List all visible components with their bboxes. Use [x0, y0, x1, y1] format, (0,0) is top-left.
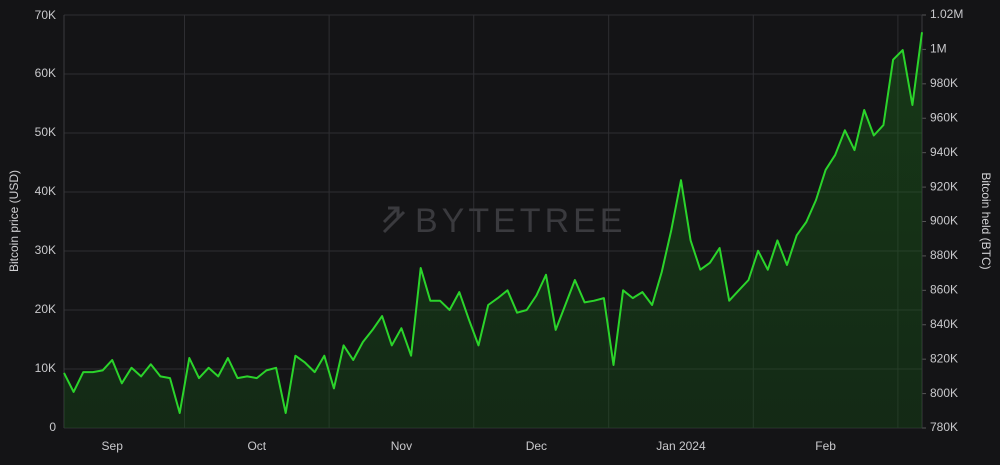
y-tick-label: 50K — [35, 125, 56, 139]
y-tick-label: 30K — [35, 243, 56, 257]
area — [64, 32, 922, 428]
y-tick-label: 70K — [35, 8, 56, 22]
y2-tick-label: 900K — [930, 214, 958, 228]
y-tick-label: 0 — [49, 420, 56, 434]
y2-tick-label: 1.02M — [930, 7, 963, 21]
y2-tick-label: 940K — [930, 145, 958, 159]
x-tick-label: Feb — [815, 439, 836, 453]
y-axis-title: Bitcoin price (USD) — [7, 170, 21, 272]
y2-tick-label: 800K — [930, 386, 958, 400]
y-tick-label: 60K — [35, 66, 56, 80]
y2-tick-label: 840K — [930, 317, 958, 331]
y2-tick-label: 860K — [930, 283, 958, 297]
y2-tick-label: 1M — [930, 42, 947, 56]
watermark-group: BYTETREE — [382, 202, 626, 240]
x-tick-label: Sep — [102, 439, 124, 453]
y-tick-label: 40K — [35, 184, 56, 198]
y-tick-label: 10K — [35, 361, 56, 375]
watermark-icon — [382, 206, 406, 234]
x-tick-label: Oct — [247, 439, 266, 453]
y2-tick-label: 880K — [930, 248, 958, 262]
y-tick-label: 20K — [35, 302, 56, 316]
x-tick-label: Dec — [526, 439, 547, 453]
x-tick-label: Jan 2024 — [656, 439, 706, 453]
x-tick-label: Nov — [391, 439, 412, 453]
y2-tick-label: 780K — [930, 420, 958, 434]
y2-tick-label: 820K — [930, 351, 958, 365]
watermark: BYTETREE — [415, 202, 626, 240]
y2-tick-label: 960K — [930, 110, 958, 124]
y2-tick-label: 980K — [930, 76, 958, 90]
line — [63, 32, 923, 414]
y2-tick-label: 920K — [930, 179, 958, 193]
y2-axis-title: Bitcoin held (BTC) — [979, 172, 993, 269]
